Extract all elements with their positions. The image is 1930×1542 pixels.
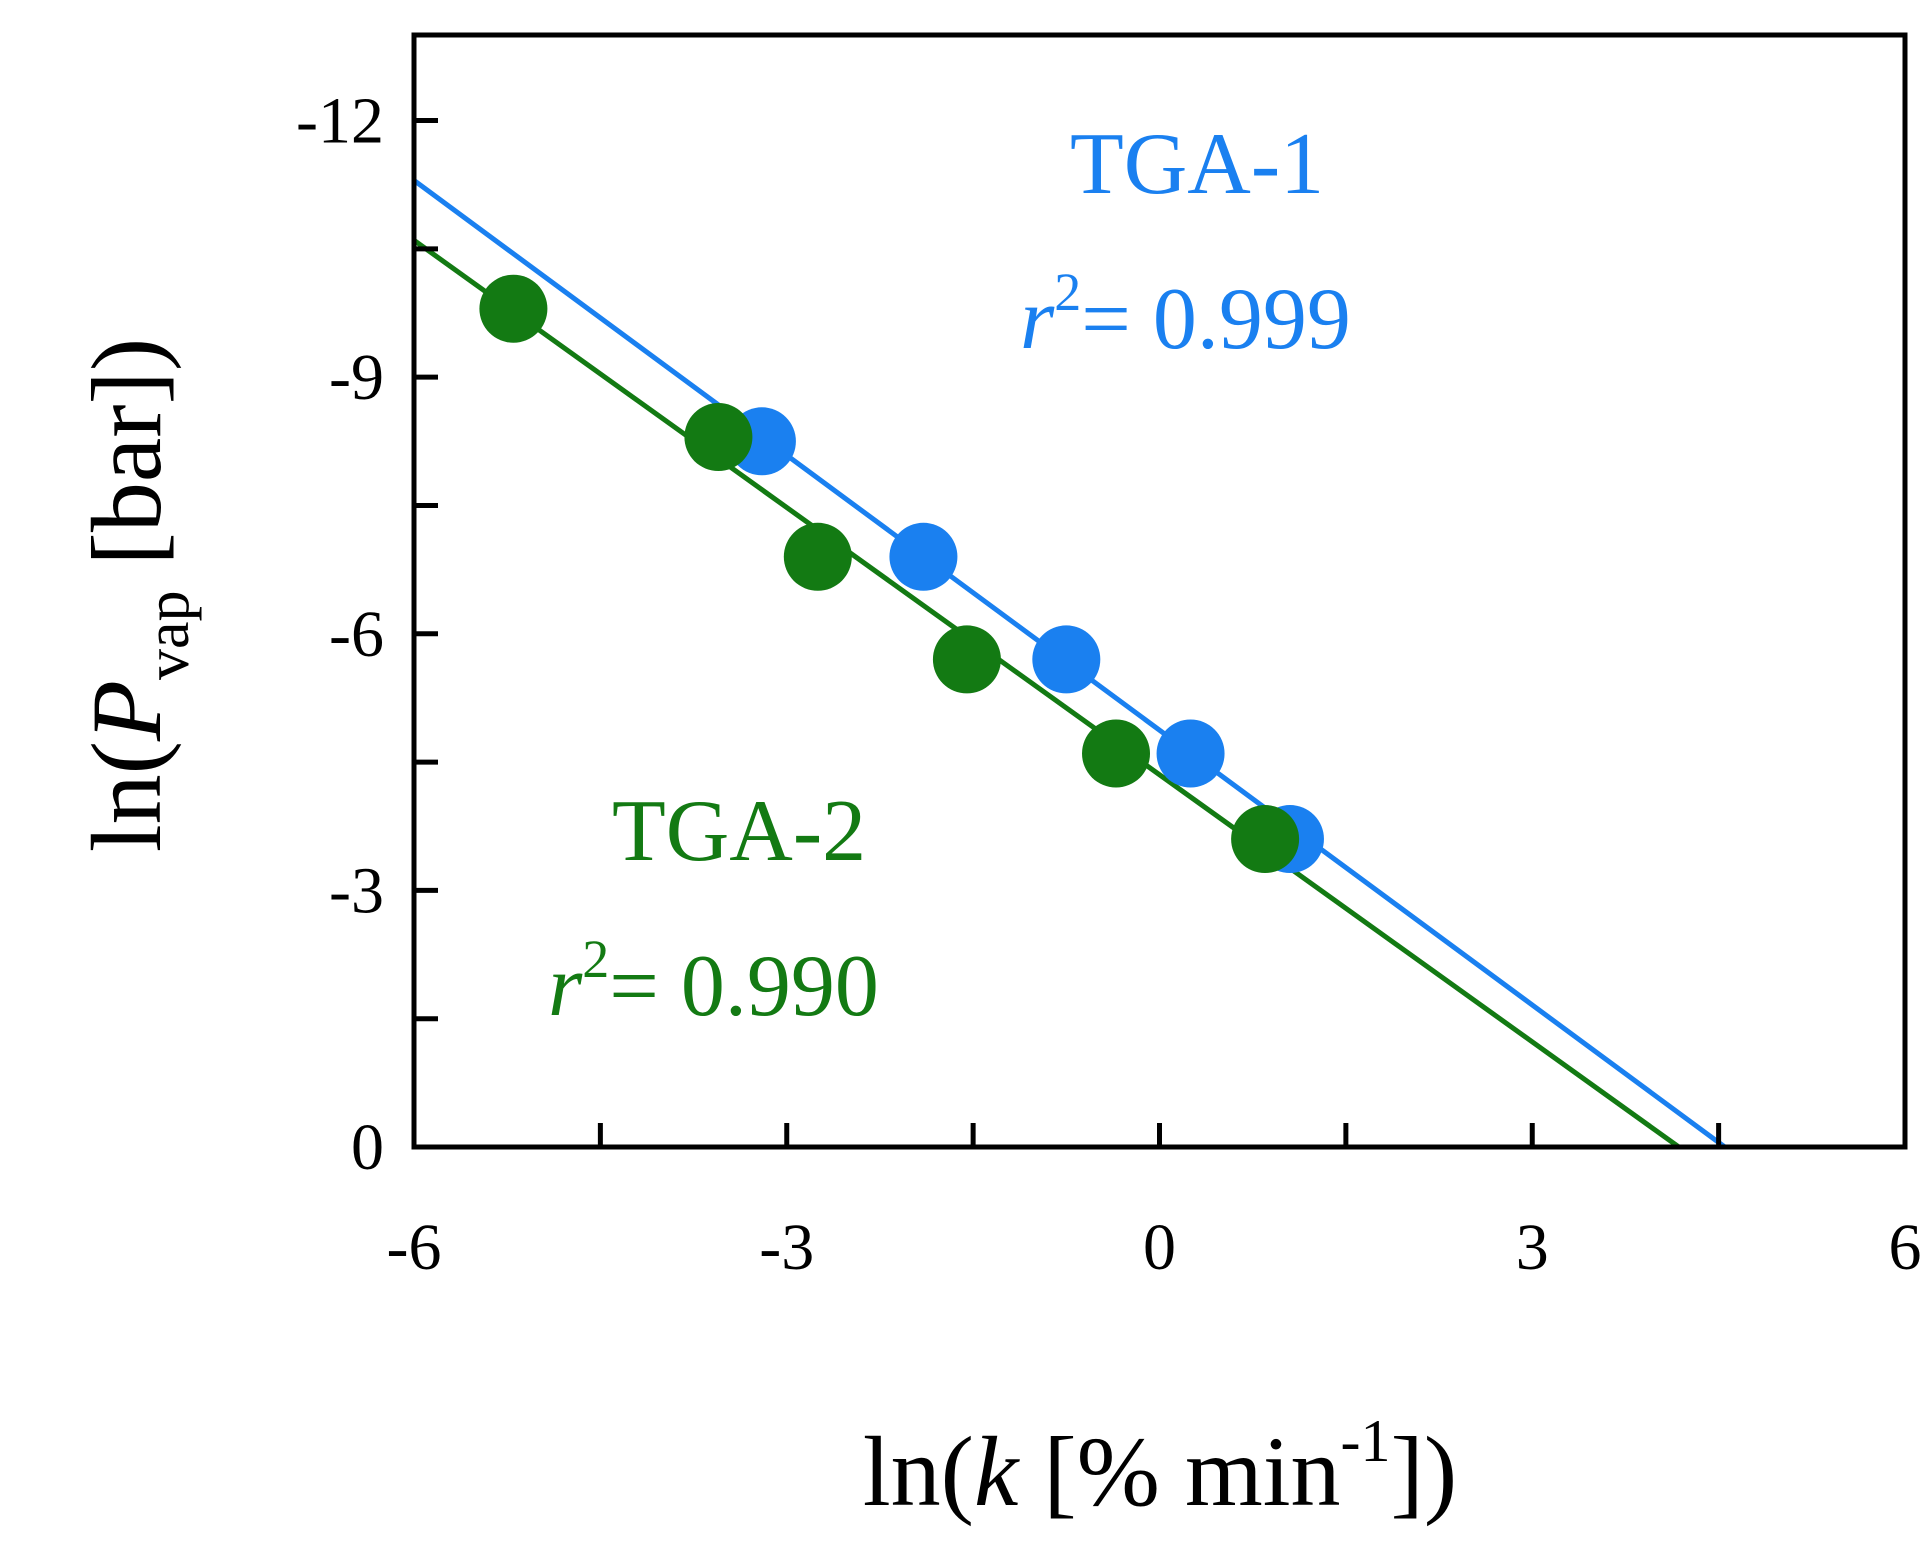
axis-ticks	[414, 118, 1722, 1147]
y-title-subscript: vap	[134, 590, 202, 680]
tick-labels: -6 -3 0 3 6 0 -3 -6 -9 -12	[296, 85, 1921, 1284]
tga1-r2-annotation: r2= 0.999	[1020, 262, 1351, 368]
tga2-label: TGA-2	[612, 783, 866, 880]
x-tick-label: -6	[387, 1211, 442, 1284]
x-axis-title: ln(k [% min-1])	[863, 1408, 1457, 1527]
x-title-superscript: -1	[1341, 1408, 1391, 1474]
tga1-r2-sup: 2	[1054, 262, 1081, 322]
y-tick-label: -6	[329, 598, 384, 671]
x-tick-label: 3	[1516, 1211, 1549, 1284]
x-tick-label: -3	[759, 1211, 814, 1284]
tga2-r2-value: = 0.990	[609, 938, 879, 1035]
point-tga-2	[932, 625, 1001, 694]
y-title-unit: [bar])	[71, 338, 182, 591]
tga1-label: TGA-1	[1070, 116, 1324, 213]
point-tga-1	[889, 522, 958, 591]
point-tga-2	[1231, 805, 1300, 874]
x-tick-label: 0	[1143, 1211, 1176, 1284]
y-tick-label: -12	[296, 85, 384, 158]
y-title-prefix: ln(	[71, 741, 182, 852]
y-tick-label: 0	[351, 1111, 384, 1184]
y-axis-title: ln(Pvap [bar])	[71, 338, 202, 852]
tga2-r2-var: r	[548, 938, 583, 1035]
point-tga-2	[479, 274, 548, 343]
data-points	[479, 274, 1324, 874]
fit-line-tga-2	[412, 238, 1681, 1150]
y-title-var: P	[71, 680, 182, 742]
x-tick-label: 6	[1889, 1211, 1922, 1284]
y-tick-label: -3	[329, 854, 384, 927]
point-tga-1	[1032, 625, 1101, 694]
point-tga-2	[783, 522, 852, 591]
point-tga-2	[684, 403, 753, 472]
x-title-prefix: ln(	[863, 1416, 974, 1527]
tga2-r2-annotation: r2= 0.990	[548, 929, 879, 1035]
x-title-var: k	[974, 1416, 1020, 1527]
tga2-r2-sup: 2	[582, 929, 609, 989]
x-title-unit: [% min	[1018, 1416, 1340, 1527]
tga1-r2-var: r	[1020, 271, 1055, 368]
y-tick-label: -9	[329, 341, 384, 414]
tga1-r2-value: = 0.999	[1081, 271, 1351, 368]
point-tga-2	[1082, 719, 1151, 788]
point-tga-1	[1156, 719, 1225, 788]
x-title-close: ])	[1391, 1416, 1458, 1527]
